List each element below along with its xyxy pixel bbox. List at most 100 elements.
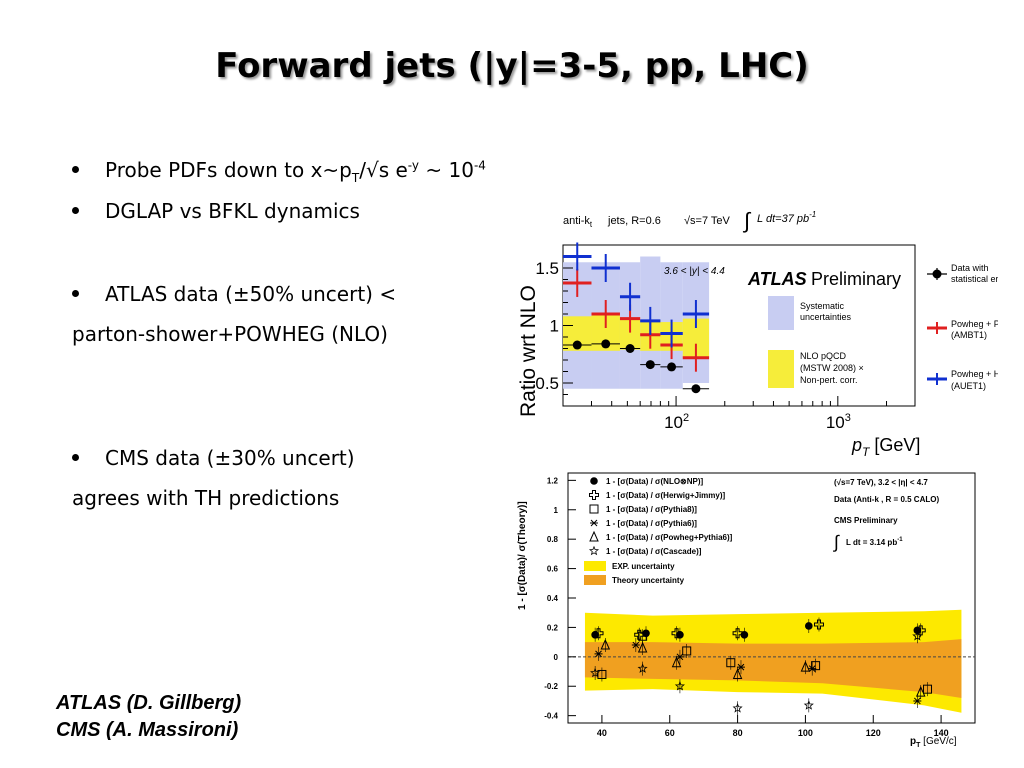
cms-point-1-0 — [593, 628, 604, 639]
atlas-legend-data-2: statistical error — [951, 274, 998, 284]
cms-ytick-label-7: -0.2 — [544, 682, 558, 691]
atlas-legend-syst-swatch — [768, 296, 794, 330]
cms-point-3-0 — [594, 650, 603, 658]
atlas-legend-herwig-2: (AUET1) — [951, 381, 986, 391]
atlas-xtick-label-1: 103 — [826, 412, 851, 432]
cms-legend-1: 1 - [σ(Data) / σ(NLO⊗NP)] — [606, 477, 704, 486]
cms-ytick-label-2: 0.8 — [547, 535, 559, 544]
cms-xtick-label-5: 140 — [934, 728, 949, 738]
cms-point-2-0 — [597, 669, 607, 679]
atlas-legend-syst-1: Systematic — [800, 301, 845, 311]
cms-point-2-2 — [682, 646, 692, 656]
cms-point-1-1 — [634, 629, 645, 640]
cms-point-5-5 — [912, 630, 923, 641]
cms-point-1-5 — [915, 625, 926, 636]
cms-info-algo: Data (Anti-k , R = 0.5 CALO) — [834, 495, 939, 504]
atlas-header-lumi: L dt=37 pb-1 — [757, 210, 816, 225]
cms-legend: 1 - [σ(Data) / σ(NLO⊗NP)] 1 - [σ(Data) /… — [584, 477, 733, 585]
cms-ytick-label-0: 1.2 — [547, 476, 559, 485]
cms-legend-4: 1 - [σ(Data) / σ(Pythia6)] — [606, 519, 697, 528]
atlas-legend-pythia-2: (AMBT1) — [951, 330, 987, 340]
bullet-dot — [72, 290, 79, 297]
cms-legend-marker-2 — [589, 504, 599, 514]
atlas-header-algo: anti-kt — [563, 215, 593, 229]
cms-info-integral: ∫ — [832, 532, 840, 552]
cms-legend-theory-swatch — [584, 575, 606, 585]
cms-ytick-label-4: 0.4 — [547, 594, 559, 603]
atlas-legend-nlo-1: NLO pQCD — [800, 351, 847, 361]
cms-ytick-label-1: 1 — [554, 506, 559, 515]
cms-ytick-label-6: 0 — [554, 653, 559, 662]
atlas-header-integral: ∫ — [742, 208, 752, 233]
cms-point-2-5 — [923, 684, 933, 694]
cms-xtick-label-0: 40 — [597, 728, 607, 738]
cms-ratio-chart: 1.2 1 0.8 0.6 0.4 0.2 0 -0.2 -0.4 40 60 80 100 120 140… — [517, 472, 976, 749]
cms-point-1-2 — [671, 628, 682, 639]
atlas-y-axis-label: Ratio wrt NLO — [517, 285, 540, 417]
bullet-text: Probe PDFs down to x~pT/√s e-y ~ 10-4 — [105, 158, 486, 185]
cms-legend-marker-4 — [589, 530, 599, 542]
cms-legend-marker-0 — [590, 477, 598, 485]
cms-point-0-4 — [805, 622, 813, 630]
atlas-ratio-chart: anti-kt jets, R=0.6 √s=7 TeV ∫ L dt=37 p… — [517, 208, 998, 459]
atlas-experiment-label: ATLAS — [747, 269, 807, 289]
cms-point-4-2 — [671, 656, 682, 668]
atlas-legend-pythia-1: Powheg + Pythia — [951, 319, 998, 329]
atlas-legend-nlo-3: Non-pert. corr. — [800, 375, 858, 385]
cms-point-5-1 — [637, 663, 648, 673]
cms-xtick-label-1: 60 — [665, 728, 675, 738]
atlas-legend-nlo-2: (MSTW 2008) × — [800, 363, 864, 373]
cms-legend-marker-3 — [590, 519, 598, 527]
cms-legend-exp-swatch — [584, 561, 606, 571]
cms-xtick-label-4: 120 — [866, 728, 881, 738]
atlas-legend-data-marker — [927, 268, 947, 280]
cms-point-3-5 — [913, 697, 922, 705]
atlas-ytick-label-0: 0.5 — [535, 374, 559, 393]
atlas-legend-syst-2: uncertainties — [800, 312, 852, 322]
atlas-data-point-3 — [645, 360, 655, 370]
credit-atlas: ATLAS (D. Gillberg) — [56, 692, 242, 714]
atlas-data-marks — [563, 242, 710, 394]
cms-point-5-3 — [732, 702, 743, 713]
cms-xtick-label-3: 100 — [798, 728, 813, 738]
bullet-dot — [72, 207, 79, 214]
cms-point-2-4 — [811, 661, 821, 671]
cms-point-4-5 — [915, 685, 926, 697]
credits: ATLAS (D. Gillberg) CMS (A. Massironi) — [56, 690, 241, 744]
credit-cms: CMS (A. Massironi) — [56, 719, 239, 741]
atlas-legend-data-1: Data with — [951, 263, 989, 273]
cms-point-5-4 — [803, 700, 814, 710]
atlas-data-point-2 — [625, 344, 635, 353]
atlas-header-energy: √s=7 TeV — [684, 215, 731, 227]
cms-legend-8: Theory uncertainty — [612, 576, 685, 585]
atlas-rapidity-label: 3.6 < |y| < 4.4 — [664, 266, 725, 277]
cms-point-5-2 — [674, 680, 685, 691]
cms-theory-band — [584, 639, 962, 698]
atlas-data-point-0 — [572, 340, 582, 350]
slide-title: Forward jets (|y|=3-5, pp, LHC) — [215, 46, 809, 86]
cms-info-lumi: L dt = 3.14 pb-1 — [846, 537, 903, 547]
cms-point-1-3 — [732, 628, 743, 639]
atlas-data-point-4 — [667, 362, 677, 372]
bullet-text: ATLAS data (±50% uncert) < — [105, 282, 397, 306]
cms-xtick-label-2: 80 — [733, 728, 743, 738]
cms-info-energy: (√s=7 TeV), 3.2 < |η| < 4.7 — [834, 478, 928, 487]
cms-point-2-1 — [638, 631, 648, 641]
cms-ytick-label-5: 0.2 — [547, 623, 559, 632]
bullet-continuation: parton-shower+POWHEG (NLO) — [72, 322, 388, 346]
cms-legend-marker-1 — [589, 490, 599, 500]
atlas-nlo-box-2 — [619, 318, 641, 350]
cms-point-3-1 — [631, 641, 640, 649]
cms-ytick-label-8: -0.4 — [544, 712, 558, 721]
atlas-ytick-label-2: 1.5 — [535, 259, 559, 278]
cms-legend-3: 1 - [σ(Data) / σ(Pythia8)] — [606, 505, 697, 514]
cms-legend-6: 1 - [σ(Data) / σ(Cascade)] — [606, 547, 702, 556]
cms-point-4-0 — [600, 638, 611, 650]
atlas-ytick-label-1: 1 — [550, 317, 559, 336]
atlas-legend-pythia-marker — [927, 322, 947, 334]
cms-point-2-3 — [726, 658, 736, 668]
cms-y-axis-label: 1 - [σ(Data)/ σ(Theory)] — [517, 501, 528, 610]
atlas-x-axis-label: pT [GeV] — [851, 435, 920, 459]
cms-x-axis-label: pT [GeV/c] — [910, 736, 957, 749]
cms-legend-marker-5 — [588, 545, 600, 556]
